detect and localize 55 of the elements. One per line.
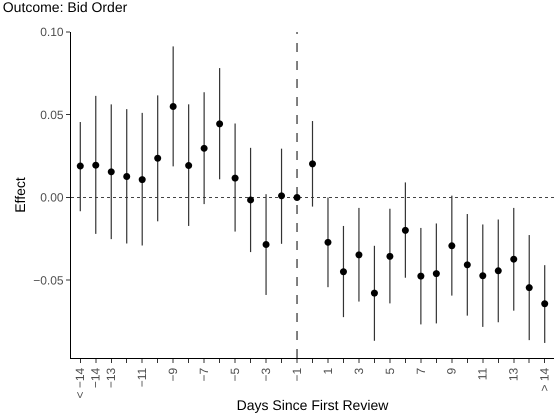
point	[200, 144, 208, 152]
x-tick-label: −9	[166, 367, 180, 382]
point	[448, 242, 456, 250]
x-tick-label: −11	[135, 367, 150, 388]
point	[170, 102, 177, 110]
x-axis-title: Days Since First Review	[236, 396, 390, 413]
y-tick-label: 0.05	[40, 108, 64, 122]
y-tick-label: 0.10	[40, 25, 64, 40]
point	[232, 174, 239, 182]
x-tick-label: 1	[320, 367, 335, 374]
y-tick-label: −0.05	[33, 273, 64, 288]
x-tick-label: 3	[352, 367, 366, 374]
x-tick-label: 11	[476, 367, 490, 380]
point	[278, 192, 286, 200]
point	[370, 290, 378, 297]
point	[432, 270, 440, 278]
point	[185, 162, 192, 170]
y-axis-title: Effect	[12, 177, 28, 213]
point	[541, 300, 548, 308]
point	[402, 226, 409, 234]
y-tick-label: 0.00	[40, 190, 64, 205]
point	[526, 284, 533, 292]
point	[309, 160, 316, 168]
point	[355, 251, 362, 258]
x-tick-label: −7	[197, 367, 212, 382]
point	[123, 172, 130, 180]
x-tick-label: 9	[444, 367, 459, 374]
point	[108, 168, 115, 176]
point	[494, 267, 502, 274]
point	[464, 261, 471, 268]
point	[262, 240, 270, 248]
point	[92, 162, 100, 169]
x-tick-label: −5	[228, 367, 242, 382]
point	[324, 238, 332, 246]
x-tick-label: −13	[104, 367, 118, 388]
x-tick-label: > 14	[538, 367, 552, 392]
x-tick-label: 5	[382, 367, 397, 374]
x-tick-label: 7	[414, 367, 428, 374]
point	[216, 120, 224, 128]
chart-title: Outcome: Bid Order	[2, 0, 128, 15]
point	[154, 154, 162, 162]
point	[247, 196, 254, 204]
point	[294, 194, 301, 201]
point	[138, 176, 146, 184]
point	[386, 252, 394, 260]
point	[417, 272, 424, 280]
x-tick-label: −1	[290, 367, 304, 382]
point	[479, 272, 486, 280]
x-tick-label: −3	[258, 367, 273, 382]
x-tick-label: −14	[88, 367, 103, 388]
point	[510, 256, 518, 263]
x-tick-label: < −14	[73, 367, 88, 399]
point	[76, 162, 84, 170]
x-tick-label: 13	[506, 367, 521, 382]
point	[340, 268, 347, 276]
